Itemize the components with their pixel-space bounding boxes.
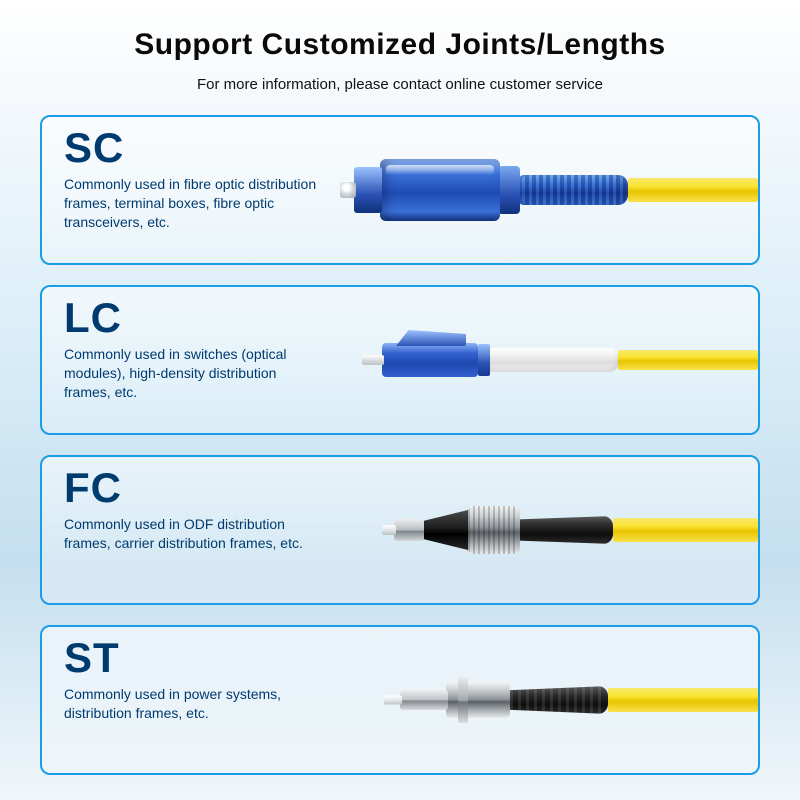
connector-card-lc: LC Commonly used in switches (optical mo…	[40, 285, 760, 435]
connector-description: Commonly used in fibre optic distributio…	[64, 175, 324, 232]
nose-icon	[400, 690, 448, 710]
boot-ridges-icon	[510, 686, 606, 714]
boot-icon	[488, 348, 618, 372]
cable-icon	[608, 688, 758, 712]
connector-description: Commonly used in switches (optical modul…	[64, 345, 324, 402]
ferrule-tip-icon	[384, 696, 402, 705]
connector-illustration-fc	[338, 470, 758, 590]
nose-icon	[394, 519, 424, 541]
body-icon	[382, 343, 478, 377]
connector-description: Commonly used in ODF distribution frames…	[64, 515, 324, 553]
connector-illustration-lc	[338, 300, 758, 420]
connector-card-fc: FC Commonly used in ODF distribution fra…	[40, 455, 760, 605]
plug-icon	[354, 167, 382, 213]
boot-ridges-icon	[522, 175, 626, 205]
ferrule-tip-icon	[362, 355, 384, 365]
collar-icon	[498, 166, 520, 214]
barrel-icon	[446, 682, 510, 718]
knurl-icon	[468, 506, 518, 554]
page-title: Support Customized Joints/Lengths	[40, 28, 760, 62]
latch-icon	[396, 330, 466, 346]
cable-icon	[613, 518, 758, 542]
connector-card-sc: SC Commonly used in fibre optic distribu…	[40, 115, 760, 265]
cone-icon	[422, 510, 468, 550]
connector-description: Commonly used in power systems, distribu…	[64, 685, 324, 723]
boot-icon	[518, 516, 613, 544]
connector-card-list: SC Commonly used in fibre optic distribu…	[40, 115, 760, 775]
page-subtitle: For more information, please contact onl…	[40, 76, 760, 93]
cable-icon	[618, 350, 758, 370]
header: Support Customized Joints/Lengths For mo…	[40, 28, 760, 93]
ferrule-tip-icon	[340, 182, 356, 198]
ferrule-tip-icon	[382, 525, 396, 535]
bayonet-pin-icon	[458, 677, 468, 723]
connector-card-st: ST Commonly used in power systems, distr…	[40, 625, 760, 775]
connector-illustration-sc	[338, 130, 758, 250]
connector-illustration-st	[338, 640, 758, 760]
body-icon	[380, 159, 500, 221]
cable-icon	[628, 178, 758, 202]
collar-icon	[478, 344, 490, 376]
